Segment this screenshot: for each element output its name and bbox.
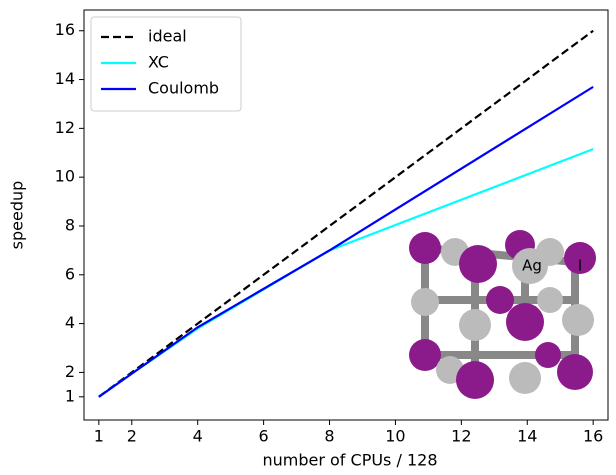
series-line: [98, 85, 594, 398]
atom-label: Ag: [522, 257, 542, 275]
y-tick-label: 10: [55, 167, 75, 186]
y-tick-label: 2: [65, 362, 75, 381]
y-axis-label: speedup: [8, 181, 27, 250]
x-tick-label: 12: [451, 427, 471, 446]
crystal-inset: Ag I: [409, 230, 596, 399]
x-tick-label: 2: [127, 427, 137, 446]
atom-label: I: [578, 257, 582, 275]
y-tick-label: 14: [55, 69, 75, 88]
x-tick-label: 14: [517, 427, 537, 446]
y-tick-label: 16: [55, 20, 75, 39]
legend-label: Coulomb: [148, 79, 219, 98]
legend-label: ideal: [148, 27, 187, 46]
x-tick-label: 16: [583, 427, 603, 446]
y-tick-label: 12: [55, 118, 75, 137]
legend-box: [90, 16, 242, 112]
x-tick-label: 1: [94, 427, 104, 446]
legend-label: XC: [148, 53, 169, 72]
x-axis-label: number of CPUs / 128: [262, 451, 437, 470]
y-tick-label: 6: [65, 264, 75, 283]
x-tick-label: 4: [193, 427, 203, 446]
plot-frame: [83, 9, 609, 421]
x-tick-label: 10: [385, 427, 405, 446]
y-tick-label: 4: [65, 313, 75, 332]
x-tick-label: 6: [259, 427, 269, 446]
y-tick-label: 8: [65, 215, 75, 234]
x-tick-label: 8: [324, 427, 334, 446]
y-tick-label: 1: [65, 386, 75, 405]
